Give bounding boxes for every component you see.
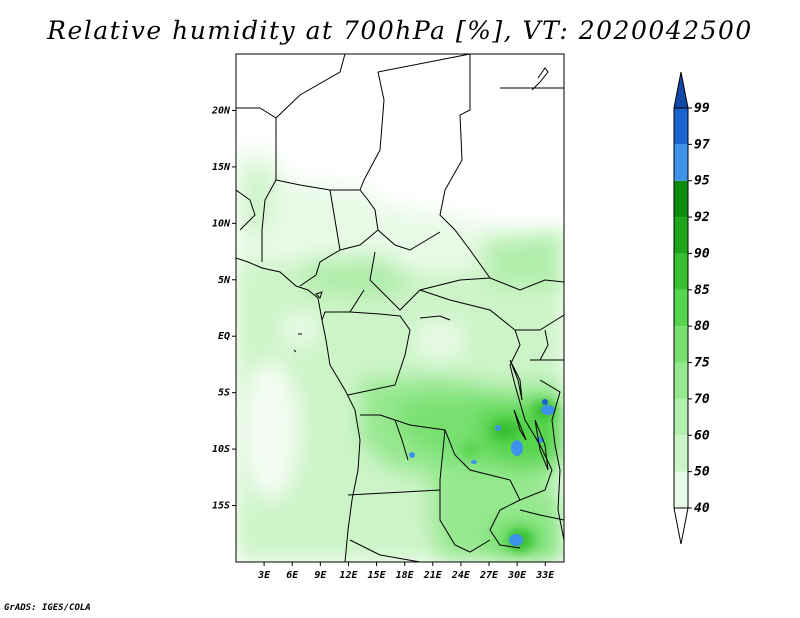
lat-tick-label: 15N [212, 162, 231, 173]
colorbar-label: 99 [694, 101, 710, 116]
colorbar-segment [674, 435, 688, 472]
colorbar-segment [674, 253, 688, 290]
saturated-patches [409, 399, 555, 546]
colorbar-segment [673, 507, 689, 545]
colorbar-segment [674, 471, 688, 508]
colorbar-label: 75 [694, 356, 710, 371]
lon-tick-label: 12E [339, 570, 358, 581]
colorbar-label: 60 [694, 428, 710, 443]
lat-tick-label: 5N [218, 275, 231, 286]
lon-tick-label: 3E [257, 570, 271, 581]
colorbar-segment [674, 398, 688, 436]
lon-tick-label: 15E [368, 570, 387, 581]
colorbar-label: 97 [694, 137, 710, 152]
colorbar-segment [674, 289, 688, 327]
lon-tick-label: 21E [423, 570, 443, 581]
map-title: Relative humidity at 700hPa [%], VT: 202… [47, 16, 753, 45]
lat-tick-label: EQ [218, 331, 230, 342]
lat-tick-label: 10N [212, 218, 231, 229]
colorbar-label: 90 [694, 246, 710, 261]
lon-tick-label: 33E [535, 570, 555, 581]
lon-tick-label: 9E [314, 570, 327, 581]
colorbar-label: 70 [694, 392, 710, 407]
colorbar-segment [674, 180, 688, 218]
lat-tick-label: 10S [212, 444, 230, 455]
latitude-axis: 20N 15N 10N 5N EQ 5S 10S 15S [211, 105, 236, 512]
lon-tick-label: 24E [451, 570, 471, 581]
colorbar-segment [673, 71, 689, 109]
lon-tick-label: 30E [507, 570, 527, 581]
lat-tick-label: 15S [212, 501, 230, 512]
colorbar-label: 92 [694, 210, 710, 225]
colorbar-label: 85 [694, 283, 710, 298]
lon-tick-label: 18E [396, 570, 415, 581]
colorbar-segment [674, 326, 688, 363]
colorbar-segment [674, 108, 688, 145]
colorbar-label: 80 [694, 319, 710, 334]
humidity-field [236, 54, 564, 562]
colorbar-label: 40 [694, 501, 710, 516]
colorbar-label: 50 [694, 465, 710, 480]
grads-credit: GrADS: IGES/COLA [4, 603, 91, 613]
colorbar-segment [674, 362, 688, 399]
country-borders [236, 54, 564, 562]
lat-tick-label: 5S [218, 388, 230, 399]
lon-tick-label: 27E [479, 570, 499, 581]
map-frame [235, 53, 565, 563]
colorbar-segment [674, 144, 688, 181]
lat-tick-label: 20N [211, 105, 231, 116]
longitude-axis: 3E 6E 9E 12E 15E 18E 21E 24E 27E 30E 33E [257, 562, 555, 581]
colorbar-frame [673, 107, 689, 509]
colorbar-segment [674, 217, 688, 254]
colorbar-label: 95 [694, 174, 710, 189]
lon-tick-label: 6E [286, 570, 299, 581]
colorbar: 40 50 60 70 75 80 85 90 92 95 97 99 [673, 71, 710, 545]
